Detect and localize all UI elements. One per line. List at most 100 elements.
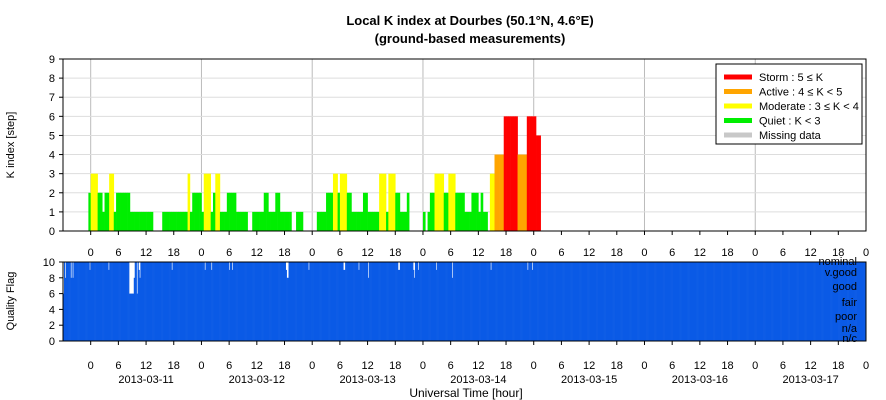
k-bar (399, 211, 403, 231)
quality-bar (87, 262, 89, 341)
quality-bar (442, 262, 444, 341)
quality-bar (681, 262, 684, 341)
quality-bar (636, 262, 638, 341)
quality-bar (170, 262, 172, 341)
quality-bar (466, 262, 469, 341)
legend-label-storm: Storm : 5 ≤ K (759, 72, 824, 84)
quality-bar (783, 262, 786, 341)
quality-bar (401, 262, 403, 341)
quality-bar (68, 262, 70, 341)
quality-bar (338, 262, 340, 341)
quality-bar (433, 262, 436, 341)
q-xtick-label: 0 (198, 360, 204, 372)
day-label: 2013-03-14 (450, 374, 506, 386)
quality-bar (629, 262, 631, 341)
quality-bar (294, 262, 296, 341)
quality-bar (161, 262, 163, 341)
quality-bar (330, 262, 332, 341)
quality-bar (531, 269, 534, 341)
quality-bar (590, 262, 592, 341)
quality-bar (710, 262, 712, 341)
quality-bar (647, 262, 649, 341)
k-ytick-label: 6 (49, 111, 55, 123)
quality-bar (252, 262, 254, 341)
quality-bar (802, 262, 805, 341)
quality-bar (554, 262, 556, 341)
quality-bar (472, 262, 474, 341)
quality-bar (836, 262, 838, 341)
quality-bar (160, 262, 162, 341)
quality-bar (372, 262, 374, 341)
q-xtick-label: 12 (804, 360, 816, 372)
quality-bar (386, 262, 388, 341)
quality-bar (152, 262, 154, 341)
quality-bar (266, 262, 269, 341)
quality-bar (97, 262, 100, 341)
quality-bar (243, 262, 245, 341)
quality-bar (724, 262, 726, 341)
quality-bar (195, 262, 197, 341)
k-bar (189, 211, 193, 231)
quality-bar (431, 262, 433, 341)
quality-bar (96, 262, 98, 341)
quality-bar (829, 262, 831, 341)
quality-bar (119, 262, 121, 341)
quality-bar (843, 262, 845, 341)
quality-bar (100, 262, 102, 341)
k-bar (328, 192, 331, 231)
quality-category-label: good (833, 281, 857, 293)
quality-bar (823, 262, 825, 341)
quality-bar (137, 262, 139, 341)
quality-bar (106, 262, 108, 341)
quality-bar (335, 262, 337, 341)
k-bar (132, 211, 135, 231)
quality-bar (258, 262, 260, 341)
quality-bar (340, 262, 342, 341)
quality-bar (454, 262, 456, 341)
quality-bar (653, 262, 655, 341)
k-bar (501, 154, 505, 231)
quality-bar (578, 262, 580, 341)
k-bar (402, 211, 405, 231)
quality-bar (648, 262, 651, 341)
quality-bar (196, 262, 199, 341)
quality-bar (797, 262, 799, 341)
quality-bar (256, 262, 258, 341)
k-bar (510, 116, 514, 231)
quality-bar (545, 262, 547, 341)
quality-bar (658, 262, 660, 341)
k-bar (351, 211, 355, 231)
quality-bar (200, 262, 203, 341)
quality-bar (820, 262, 822, 341)
quality-bar (212, 262, 214, 341)
quality-bar (103, 262, 105, 341)
quality-bar (748, 262, 750, 341)
quality-bar (759, 262, 761, 341)
quality-bar (138, 269, 140, 341)
quality-bar (551, 262, 554, 341)
quality-bar (209, 262, 211, 341)
quality-bar (673, 262, 675, 341)
k-bar (106, 192, 110, 231)
quality-bar (523, 262, 525, 341)
quality-bar (403, 262, 405, 341)
quality-bar (569, 262, 571, 341)
quality-bar (858, 262, 860, 341)
quality-bar (173, 262, 175, 341)
quality-bar (525, 262, 527, 341)
quality-bar (853, 262, 855, 341)
quality-bar (513, 262, 515, 341)
k-xtick-label: 6 (780, 247, 786, 259)
k-bar (526, 116, 530, 231)
quality-bar (111, 262, 113, 341)
quality-bar (681, 262, 683, 341)
quality-bar (615, 262, 617, 341)
quality-bar (586, 262, 588, 341)
quality-bar (423, 262, 425, 341)
quality-bar (585, 262, 587, 341)
quality-bar (140, 262, 142, 341)
quality-bar (354, 262, 356, 341)
k-bar (443, 192, 447, 231)
quality-bar (609, 262, 611, 341)
